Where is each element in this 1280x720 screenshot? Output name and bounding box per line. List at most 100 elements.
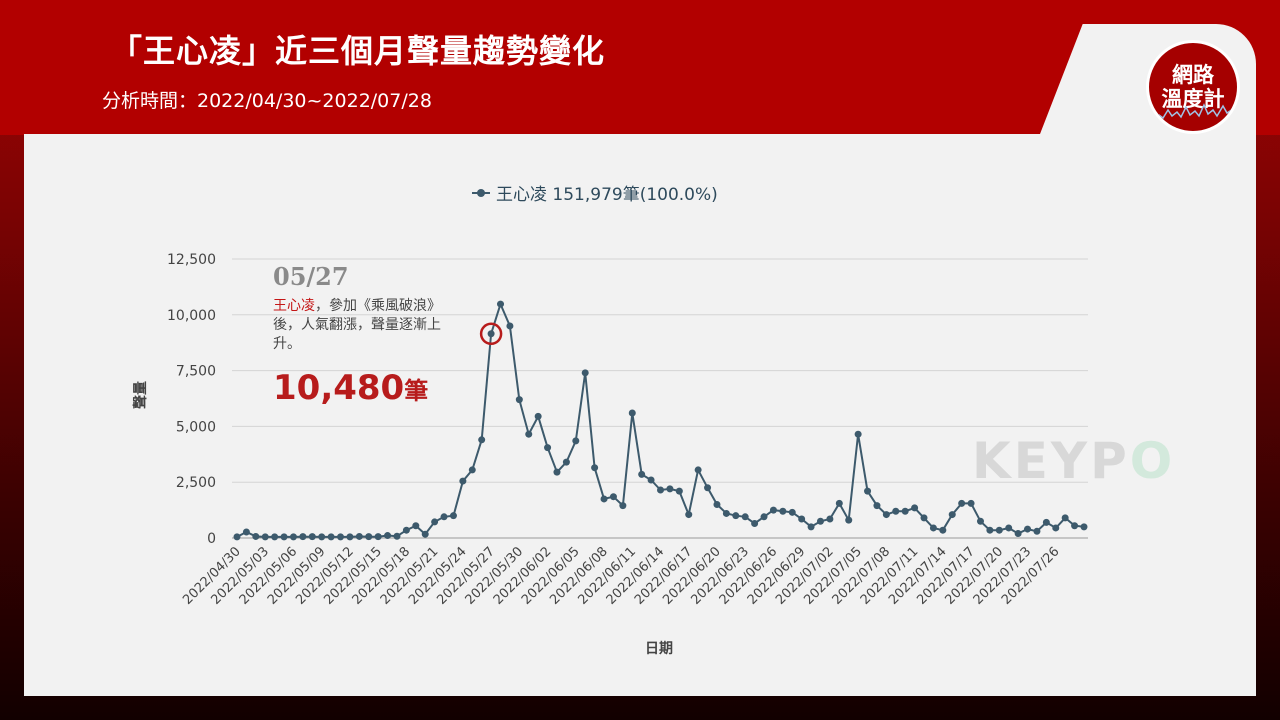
data-point[interactable]	[459, 477, 467, 485]
data-point[interactable]	[534, 412, 542, 420]
data-point[interactable]	[289, 533, 297, 541]
data-point[interactable]	[421, 530, 429, 538]
data-point[interactable]	[393, 532, 401, 540]
data-point[interactable]	[440, 513, 448, 521]
data-point[interactable]	[562, 458, 570, 466]
data-point[interactable]	[600, 495, 608, 503]
data-point[interactable]	[920, 514, 928, 522]
data-point[interactable]	[1042, 518, 1050, 526]
data-point[interactable]	[553, 468, 561, 476]
data-point[interactable]	[402, 526, 410, 534]
data-point[interactable]	[638, 470, 646, 478]
data-point[interactable]	[318, 533, 326, 541]
data-point[interactable]	[864, 487, 872, 495]
data-point[interactable]	[609, 493, 617, 501]
annotation-text: 王心凌，參加《乘風破浪》後，人氣翻漲，聲量逐漸上升。	[273, 297, 443, 354]
data-point[interactable]	[647, 476, 655, 484]
data-point[interactable]	[948, 511, 956, 519]
data-point[interactable]	[986, 526, 994, 534]
data-point[interactable]	[261, 533, 269, 541]
data-point[interactable]	[1052, 524, 1060, 532]
data-point[interactable]	[581, 369, 589, 377]
y-tick-label: 12,500	[167, 252, 216, 268]
data-point[interactable]	[468, 466, 476, 474]
data-point[interactable]	[308, 533, 316, 541]
data-point[interactable]	[713, 501, 721, 509]
data-point[interactable]	[478, 436, 486, 444]
logo-line-2: 溫度計	[1161, 87, 1225, 111]
data-point[interactable]	[769, 506, 777, 514]
data-point[interactable]	[365, 533, 373, 541]
data-point[interactable]	[845, 516, 853, 524]
data-point[interactable]	[299, 533, 307, 541]
data-point[interactable]	[515, 396, 523, 404]
data-point[interactable]	[487, 330, 495, 338]
data-point[interactable]	[911, 504, 919, 512]
data-point[interactable]	[355, 532, 363, 540]
data-point[interactable]	[835, 499, 843, 507]
data-point[interactable]	[506, 322, 514, 330]
annotation-date: 05/27	[273, 262, 349, 291]
data-point[interactable]	[1033, 527, 1041, 535]
annotation-unit: 筆	[404, 377, 429, 405]
data-point[interactable]	[449, 512, 457, 520]
data-point[interactable]	[704, 484, 712, 492]
data-point[interactable]	[882, 511, 890, 519]
data-point[interactable]	[619, 502, 627, 510]
data-point[interactable]	[741, 513, 749, 521]
data-point[interactable]	[412, 522, 420, 530]
data-point[interactable]	[1080, 523, 1088, 531]
data-point[interactable]	[242, 528, 250, 536]
data-point[interactable]	[892, 507, 900, 515]
data-point[interactable]	[779, 507, 787, 515]
wave-icon	[1153, 103, 1233, 120]
data-point[interactable]	[798, 515, 806, 523]
data-point[interactable]	[525, 430, 533, 438]
data-point[interactable]	[694, 466, 702, 474]
data-point[interactable]	[572, 437, 580, 445]
data-point[interactable]	[901, 507, 909, 515]
data-point[interactable]	[280, 533, 288, 541]
data-point[interactable]	[967, 499, 975, 507]
data-point[interactable]	[722, 509, 730, 517]
data-point[interactable]	[544, 444, 552, 452]
data-point[interactable]	[252, 532, 260, 540]
data-point[interactable]	[384, 532, 392, 540]
chart-legend[interactable]: 王心凌 151,979筆(100.0%)	[472, 180, 718, 205]
data-point[interactable]	[666, 485, 674, 493]
data-point[interactable]	[939, 526, 947, 534]
data-point[interactable]	[873, 502, 881, 510]
data-point[interactable]	[826, 515, 834, 523]
data-point[interactable]	[497, 300, 505, 308]
data-point[interactable]	[1005, 524, 1013, 532]
data-point[interactable]	[732, 512, 740, 520]
data-point[interactable]	[1071, 522, 1079, 530]
data-point[interactable]	[995, 526, 1003, 534]
data-point[interactable]	[1024, 525, 1032, 533]
data-point[interactable]	[431, 518, 439, 526]
data-point[interactable]	[1061, 514, 1069, 522]
data-point[interactable]	[854, 430, 862, 438]
data-point[interactable]	[271, 533, 279, 541]
data-point[interactable]	[1014, 530, 1022, 538]
data-point[interactable]	[675, 487, 683, 495]
data-point[interactable]	[591, 464, 599, 472]
data-point[interactable]	[327, 533, 335, 541]
data-point[interactable]	[751, 519, 759, 527]
legend-marker-icon	[472, 188, 490, 198]
data-point[interactable]	[374, 533, 382, 541]
data-point[interactable]	[760, 513, 768, 521]
data-point[interactable]	[337, 533, 345, 541]
data-point[interactable]	[816, 517, 824, 525]
data-point[interactable]	[807, 523, 815, 531]
data-point[interactable]	[958, 499, 966, 507]
data-point[interactable]	[657, 486, 664, 494]
y-tick-label: 7,500	[176, 364, 216, 380]
data-point[interactable]	[628, 409, 636, 417]
data-point[interactable]	[976, 517, 984, 525]
data-point[interactable]	[346, 533, 354, 541]
data-point[interactable]	[929, 524, 937, 532]
data-point[interactable]	[685, 511, 693, 519]
data-point[interactable]	[788, 508, 796, 516]
data-point[interactable]	[233, 533, 241, 541]
